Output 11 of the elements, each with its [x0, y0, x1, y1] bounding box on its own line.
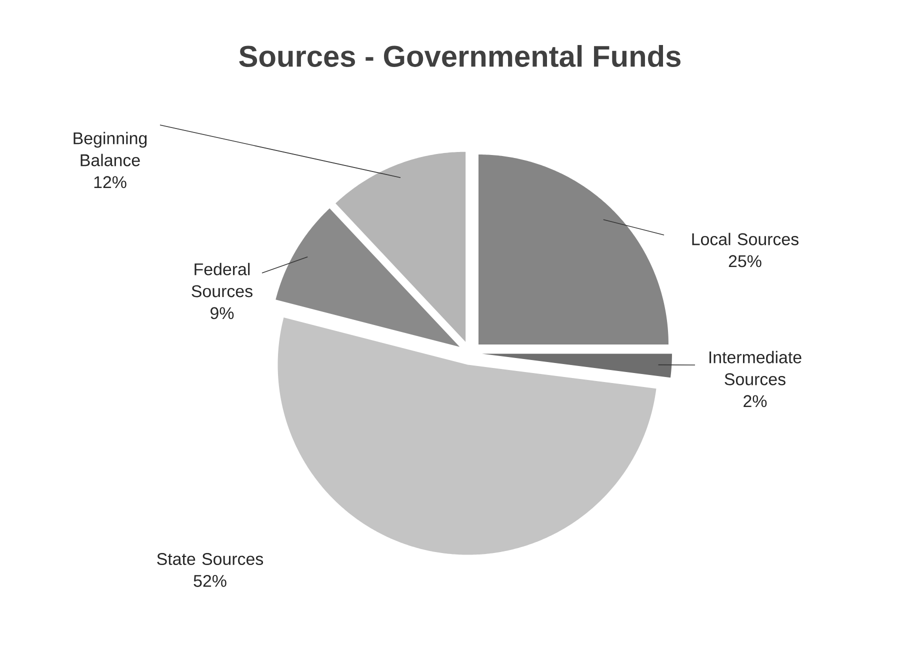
slice-label: State Sources [157, 553, 264, 566]
chart-title: Sources - Governmental Funds [239, 45, 680, 67]
data-label: 9% [210, 307, 234, 320]
data-label: 25% [728, 255, 762, 268]
slice-label: Federal Sources [192, 262, 252, 298]
data-label: 52% [194, 574, 226, 587]
slice-label: Intermediate Sources [709, 350, 802, 386]
data-label: 2% [744, 395, 767, 408]
data-label: 12% [94, 176, 126, 188]
slice-label: Beginning Balance [74, 132, 147, 166]
slice-label: Local Sources [692, 232, 798, 246]
